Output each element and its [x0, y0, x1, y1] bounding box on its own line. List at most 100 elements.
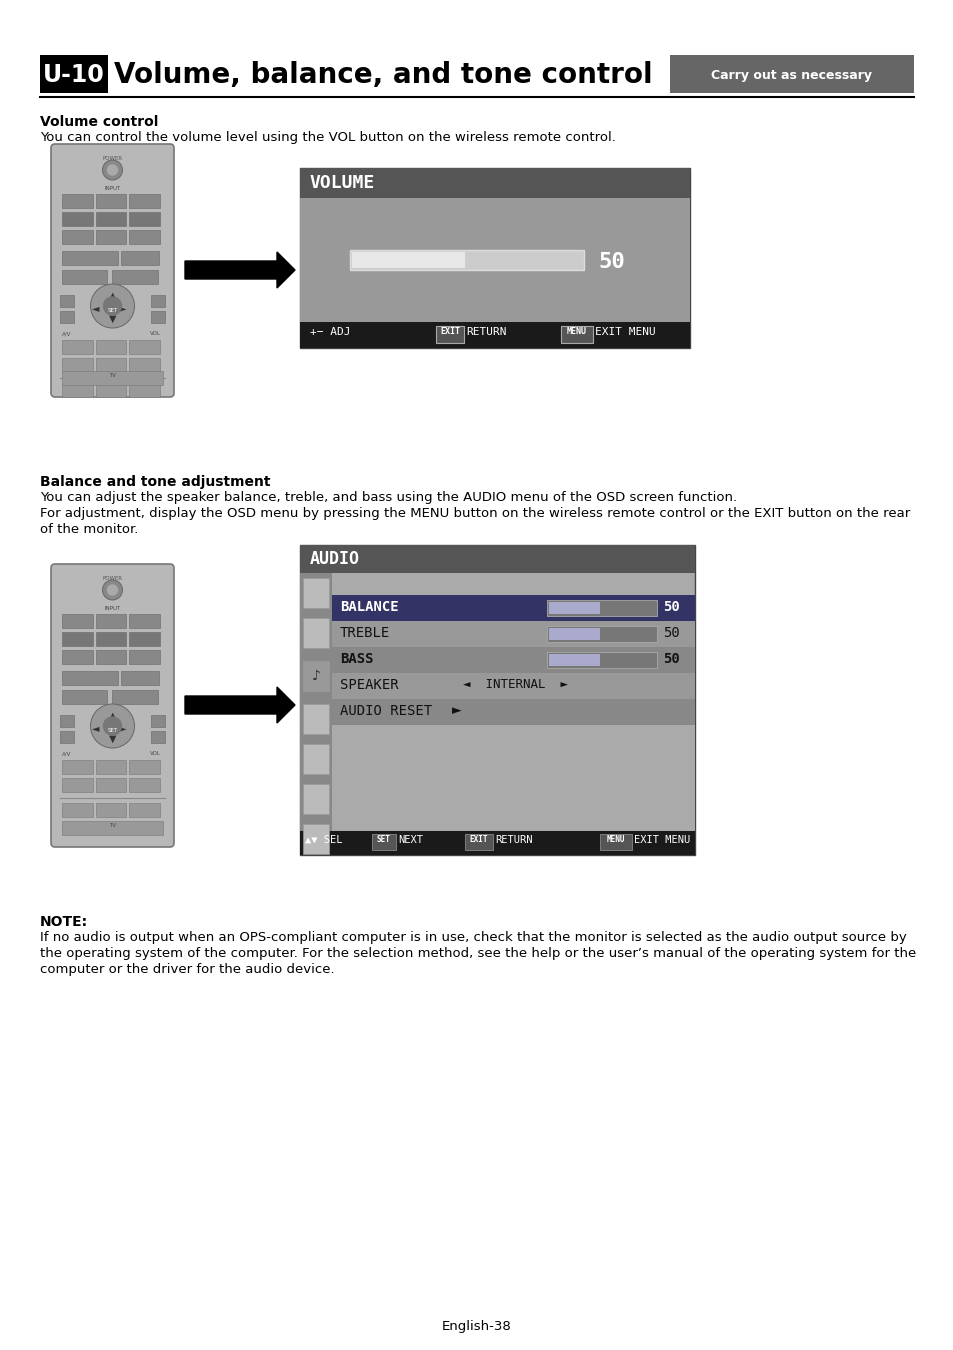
- Bar: [299, 167, 689, 348]
- Bar: [95, 358, 126, 373]
- Bar: [62, 371, 163, 385]
- Bar: [62, 690, 108, 703]
- Text: +− ADJ: +− ADJ: [310, 327, 350, 338]
- Text: ▲: ▲: [109, 711, 116, 721]
- Bar: [303, 824, 329, 855]
- Bar: [62, 212, 92, 225]
- Bar: [372, 834, 395, 850]
- Text: ◄: ◄: [91, 302, 99, 313]
- Text: You can adjust the speaker balance, treble, and bass using the AUDIO menu of the: You can adjust the speaker balance, treb…: [40, 491, 737, 504]
- Text: AUDIO RESET: AUDIO RESET: [339, 703, 432, 718]
- Bar: [95, 778, 126, 792]
- Text: ►: ►: [118, 724, 126, 733]
- Text: NOTE:: NOTE:: [40, 915, 88, 929]
- Text: AUDIO: AUDIO: [310, 549, 359, 568]
- Bar: [299, 167, 689, 198]
- Bar: [62, 614, 92, 628]
- Text: ◄  INTERNAL  ►: ◄ INTERNAL ►: [462, 678, 567, 691]
- Bar: [62, 383, 92, 397]
- Text: VOL: VOL: [150, 751, 161, 756]
- Bar: [40, 55, 108, 93]
- Text: A/V: A/V: [62, 331, 71, 336]
- Bar: [546, 626, 657, 643]
- Bar: [560, 325, 593, 343]
- Bar: [350, 250, 583, 270]
- Text: ◄: ◄: [91, 724, 99, 733]
- Text: the operating system of the computer. For the selection method, see the help or : the operating system of the computer. Fo…: [40, 946, 915, 960]
- Text: A/V: A/V: [62, 751, 71, 756]
- Bar: [546, 599, 657, 616]
- Bar: [95, 212, 126, 225]
- Text: Carry out as necessary: Carry out as necessary: [711, 69, 872, 81]
- Text: U-10: U-10: [43, 63, 105, 86]
- Text: BALANCE: BALANCE: [339, 599, 398, 614]
- Text: SET: SET: [108, 728, 117, 733]
- Text: POWER: POWER: [102, 157, 122, 161]
- Bar: [548, 653, 599, 666]
- Text: EXIT MENU: EXIT MENU: [634, 836, 690, 845]
- Bar: [95, 340, 126, 354]
- Bar: [464, 834, 493, 850]
- Bar: [436, 325, 463, 343]
- Text: of the monitor.: of the monitor.: [40, 522, 138, 536]
- Bar: [352, 252, 464, 269]
- Bar: [130, 340, 160, 354]
- Text: 50: 50: [662, 652, 679, 666]
- Bar: [130, 614, 160, 628]
- Bar: [303, 744, 329, 774]
- Bar: [151, 730, 165, 742]
- Text: MENU: MENU: [566, 327, 586, 336]
- Text: INPUT: INPUT: [104, 186, 120, 190]
- Bar: [130, 383, 160, 397]
- Text: VOLUME: VOLUME: [310, 174, 375, 192]
- Text: RETURN: RETURN: [495, 836, 532, 845]
- Text: ▲: ▲: [109, 292, 116, 301]
- Bar: [95, 632, 126, 647]
- Bar: [95, 383, 126, 397]
- Bar: [112, 690, 158, 703]
- Bar: [303, 578, 329, 608]
- Text: POWER: POWER: [102, 576, 122, 580]
- Bar: [299, 323, 689, 348]
- Bar: [548, 628, 599, 640]
- Bar: [299, 572, 332, 832]
- Bar: [62, 821, 163, 836]
- Text: For adjustment, display the OSD menu by pressing the MENU button on the wireless: For adjustment, display the OSD menu by …: [40, 508, 909, 520]
- Bar: [332, 595, 695, 621]
- Bar: [62, 270, 108, 284]
- Bar: [62, 778, 92, 792]
- Text: 50: 50: [662, 599, 679, 614]
- Bar: [60, 310, 74, 323]
- Bar: [130, 778, 160, 792]
- Text: INPUT: INPUT: [104, 606, 120, 612]
- Text: 50: 50: [598, 252, 624, 271]
- Text: EXIT: EXIT: [439, 327, 459, 336]
- Text: Volume, balance, and tone control: Volume, balance, and tone control: [113, 61, 652, 89]
- Bar: [151, 310, 165, 323]
- Text: TREBLE: TREBLE: [339, 626, 390, 640]
- Bar: [62, 803, 92, 817]
- Circle shape: [103, 717, 121, 734]
- Text: ▲▼ SEL: ▲▼ SEL: [305, 836, 342, 845]
- Bar: [62, 671, 117, 684]
- Text: SET: SET: [376, 836, 391, 844]
- Bar: [130, 212, 160, 225]
- Text: English-38: English-38: [441, 1320, 512, 1332]
- Circle shape: [91, 284, 134, 328]
- Bar: [120, 671, 159, 684]
- Text: TV: TV: [109, 373, 116, 378]
- Bar: [332, 725, 695, 832]
- Bar: [332, 674, 695, 699]
- Bar: [130, 358, 160, 373]
- Bar: [303, 703, 329, 734]
- Bar: [299, 832, 695, 855]
- Bar: [332, 647, 695, 674]
- Text: EXIT: EXIT: [469, 836, 488, 844]
- Text: VOL: VOL: [150, 331, 161, 336]
- Text: SET: SET: [108, 308, 117, 312]
- Bar: [95, 614, 126, 628]
- Bar: [130, 632, 160, 647]
- FancyBboxPatch shape: [51, 144, 173, 397]
- Bar: [130, 194, 160, 208]
- Text: EXIT MENU: EXIT MENU: [595, 327, 655, 338]
